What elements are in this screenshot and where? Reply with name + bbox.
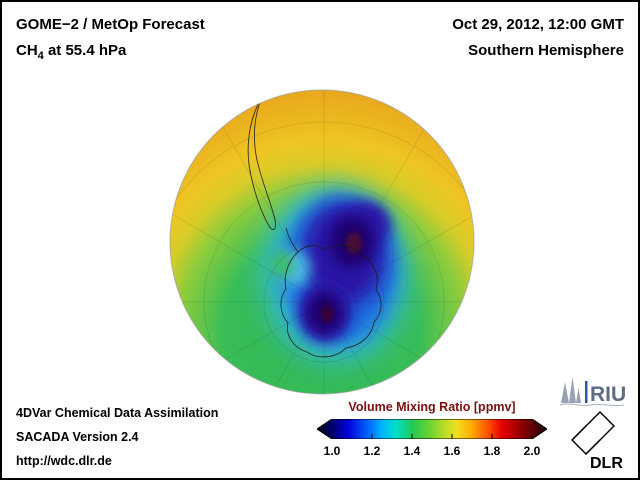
coastline-south-america	[247, 96, 276, 231]
colorbar-tick-label: 1.4	[403, 444, 421, 458]
species-and-level: CH4 at 55.4 hPa	[16, 38, 205, 69]
riu-blue-bar	[585, 381, 588, 403]
datetime-label: Oct 29, 2012, 12:00 GMT	[452, 16, 624, 33]
polar-vortex-anomaly	[263, 187, 407, 363]
colorbar: Volume Mixing Ratio [ppmv]	[310, 400, 554, 472]
coastline-antarctic-peninsula	[285, 227, 299, 253]
species-subscript: 4	[37, 50, 44, 62]
species-symbol: CH	[16, 42, 38, 59]
riu-underline-wave	[559, 403, 625, 407]
assimilation-label: 4DVar Chemical Data Assimilation	[16, 406, 219, 420]
dlr-logo: DLR	[560, 410, 630, 477]
coastline-antarctica	[280, 244, 382, 358]
colorbar-tick-label: 1.0	[323, 444, 341, 458]
colorbar-right-arrow	[532, 419, 547, 439]
colorbar-gradient	[317, 419, 547, 439]
colorbar-tick-label: 1.8	[483, 444, 501, 458]
colorbar-ticks	[331, 434, 533, 439]
colorbar-tick-label: 2.0	[523, 444, 541, 458]
dlr-logo-emblem	[571, 411, 615, 455]
globe-limb	[169, 89, 475, 395]
colorbar-tick-label: 1.2	[363, 444, 381, 458]
colorbar-ramp	[332, 419, 532, 439]
pressure-level: at 55.4 hPa	[43, 42, 127, 59]
url-label: http://wdc.dlr.de	[16, 454, 112, 468]
riu-cathedral-icon	[561, 377, 581, 403]
plot-title: GOME−2 / MetOp Forecast	[16, 16, 205, 33]
riu-logo-text: RIU	[590, 383, 626, 406]
header-left: GOME−2 / MetOp Forecast CH4 at 55.4 hPa	[16, 12, 205, 69]
colorbar-title: Volume Mixing Ratio [ppmv]	[348, 400, 516, 414]
riu-logo: RIU	[558, 376, 628, 411]
version-label: SACADA Version 2.4	[16, 430, 139, 444]
hemisphere-label: Southern Hemisphere	[468, 42, 624, 59]
colorbar-left-arrow	[317, 419, 332, 439]
colorbar-tick-label: 1.6	[443, 444, 461, 458]
dlr-logo-text: DLR	[590, 455, 623, 472]
header-right: Oct 29, 2012, 12:00 GMT Southern Hemisph…	[452, 12, 624, 64]
